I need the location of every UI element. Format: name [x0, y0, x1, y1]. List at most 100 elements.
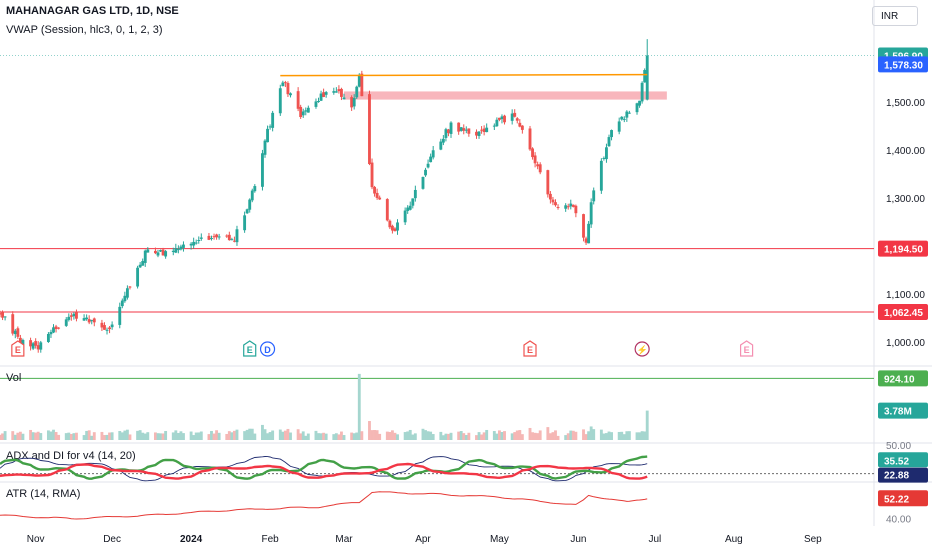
volume-bar: [617, 431, 621, 440]
level-tag-bg: [878, 304, 928, 321]
volume-bar: [610, 432, 613, 440]
candle: [390, 225, 394, 231]
volume-bar: [0, 434, 2, 440]
candle: [189, 243, 193, 246]
event-label: E: [15, 345, 21, 355]
volume-bar: [243, 431, 247, 440]
volume-bar: [289, 432, 292, 440]
volume-bar: [69, 433, 73, 440]
candle: [143, 250, 147, 263]
volume-bar: [533, 432, 537, 440]
event-marker-upcoming: E: [739, 340, 754, 357]
candle: [192, 241, 196, 246]
volume-bar: [281, 431, 285, 440]
volume-bar: [110, 432, 114, 440]
candle: [408, 205, 412, 210]
volume-bar: [3, 431, 7, 440]
volume-bar: [421, 428, 425, 440]
volume-bar: [459, 431, 463, 440]
volume-bar: [622, 434, 626, 440]
adx-tick-label: 50.00: [886, 441, 911, 452]
candle: [154, 250, 157, 254]
candle: [564, 205, 568, 209]
volume-bar: [645, 410, 649, 440]
volume-bar: [475, 435, 478, 440]
event-marker-split: ⚡: [634, 341, 650, 357]
volume-bar: [283, 430, 287, 440]
vwap-legend[interactable]: VWAP (Session, hlc3, 0, 1, 2, 3): [6, 24, 163, 36]
candle: [301, 111, 305, 116]
volume-last-bg: [878, 402, 928, 419]
candle: [342, 97, 346, 100]
candle: [536, 164, 540, 167]
volume-bar: [528, 427, 532, 440]
candle: [439, 141, 443, 150]
volume-bar: [278, 429, 282, 440]
level-tag-bg: [878, 240, 928, 257]
volume-bar: [571, 430, 575, 440]
currency-selector[interactable]: INR: [872, 6, 918, 26]
earnings-icon: [11, 340, 25, 357]
candle: [1, 312, 4, 318]
candle: [334, 91, 338, 93]
candle: [197, 240, 201, 242]
volume-bar: [118, 431, 122, 440]
volume-bar: [230, 432, 234, 440]
volume-bar: [156, 433, 160, 440]
time-tick-label: 2024: [180, 534, 203, 545]
candle: [179, 246, 183, 250]
candle: [378, 197, 382, 200]
volume-bar: [643, 431, 647, 440]
volume-bar: [467, 432, 471, 440]
volume-bar: [503, 431, 506, 440]
volume-bar: [477, 432, 481, 440]
level-tag: 1,062.45: [884, 308, 923, 319]
candle: [182, 244, 185, 248]
volume-bar: [29, 429, 33, 440]
price-tick-label: 1,500.00: [886, 98, 925, 109]
volume-bar: [194, 432, 198, 440]
candle: [286, 83, 290, 95]
candle: [18, 337, 22, 343]
volume-bar: [268, 432, 272, 440]
volume-bar: [357, 373, 361, 440]
candle: [429, 156, 433, 163]
volume-bar: [464, 434, 468, 440]
candle: [105, 329, 109, 331]
candle: [164, 251, 168, 257]
volume-bar: [146, 432, 150, 440]
candle: [253, 186, 257, 192]
volume-bar: [385, 431, 389, 440]
volume-bar: [16, 432, 20, 440]
volume-bar: [390, 430, 394, 440]
volume-bar: [125, 429, 129, 440]
candle: [54, 326, 58, 330]
volume-bar: [556, 435, 560, 440]
di-plus-line: [0, 455, 648, 480]
volume-bar: [207, 434, 211, 440]
symbol-title[interactable]: MAHANAGAR GAS LTD, 1D, NSE: [6, 5, 179, 17]
candle: [13, 330, 17, 335]
event-marker-dividend: D: [259, 341, 276, 357]
candle: [449, 122, 453, 134]
candle: [324, 92, 328, 95]
volume-bar: [449, 432, 453, 440]
volume-bar: [306, 433, 310, 440]
candle: [85, 317, 89, 320]
volume-bar: [332, 434, 336, 440]
time-tick-label: Sep: [804, 534, 822, 545]
candle: [199, 237, 203, 239]
candle: [518, 122, 522, 127]
atr-last-bg: [878, 490, 928, 507]
volume-bar: [159, 433, 162, 440]
volume-bar: [54, 432, 58, 440]
candle: [500, 116, 504, 120]
volume-bar: [64, 433, 68, 440]
volume-bar: [108, 432, 112, 440]
time-tick-label: Nov: [27, 534, 45, 545]
candle: [128, 286, 132, 288]
volume-bar: [482, 432, 486, 440]
volume-bar: [322, 432, 326, 440]
candle: [39, 342, 43, 350]
